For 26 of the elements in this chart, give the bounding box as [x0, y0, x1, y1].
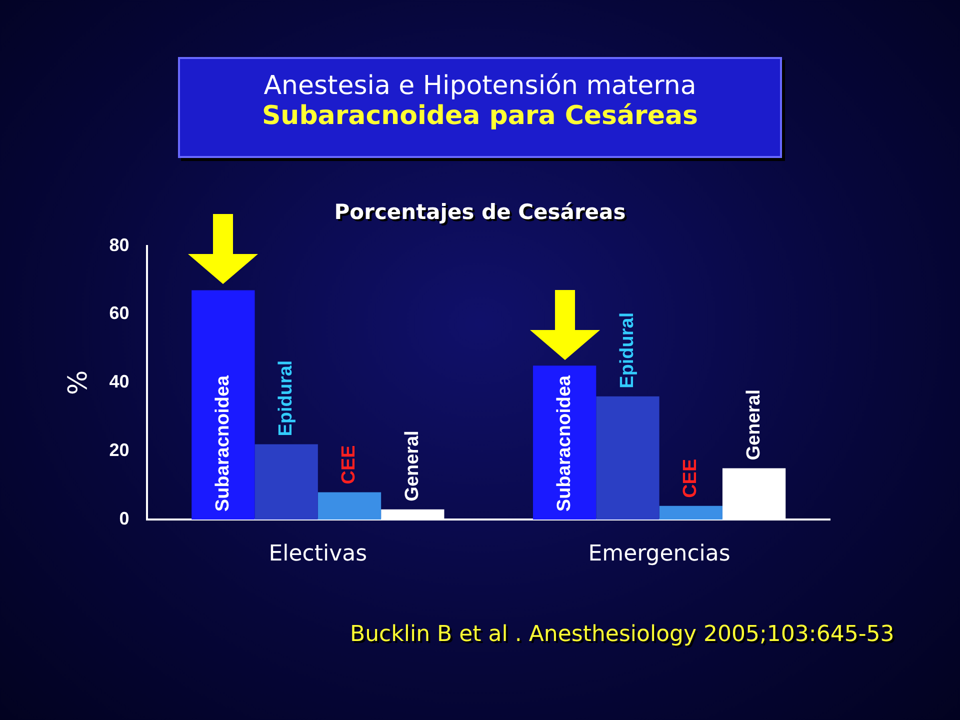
text: Epidural — [616, 312, 638, 388]
bar — [192, 290, 255, 520]
text: General — [402, 430, 423, 502]
chart-title: Anestesia e Hipotensión materna — [262, 71, 698, 101]
y-tick-label: 40 — [109, 372, 130, 392]
text: Subaracnoidea — [554, 375, 575, 512]
text: CEE — [680, 458, 702, 498]
bar — [254, 444, 318, 520]
x-tick-label: Electivas — [268, 542, 368, 567]
x-tick-label: Emergencias — [588, 542, 730, 567]
text: Bucklin B et al . Anesthesiology 2005;103:645-53 — [350, 622, 894, 647]
chart-subtitle: Subaracnoidea para Cesáreas — [260, 101, 700, 131]
text: Epidural — [276, 360, 297, 436]
bar — [318, 492, 382, 520]
text: CEE — [338, 445, 360, 484]
bar — [532, 366, 596, 520]
text: Porcentajes de Cesáreas — [333, 200, 627, 224]
y-axis-title: % — [63, 370, 94, 396]
bar — [596, 396, 660, 520]
y-tick-label: 80 — [109, 234, 130, 255]
text: General — [743, 389, 764, 460]
series-label: Subaracnoidea — [212, 374, 234, 512]
y-tick-label: 0 — [119, 508, 130, 529]
y-tick-label: 20 — [109, 440, 130, 460]
y-tick-label: 60 — [109, 303, 130, 324]
bar — [659, 506, 722, 520]
